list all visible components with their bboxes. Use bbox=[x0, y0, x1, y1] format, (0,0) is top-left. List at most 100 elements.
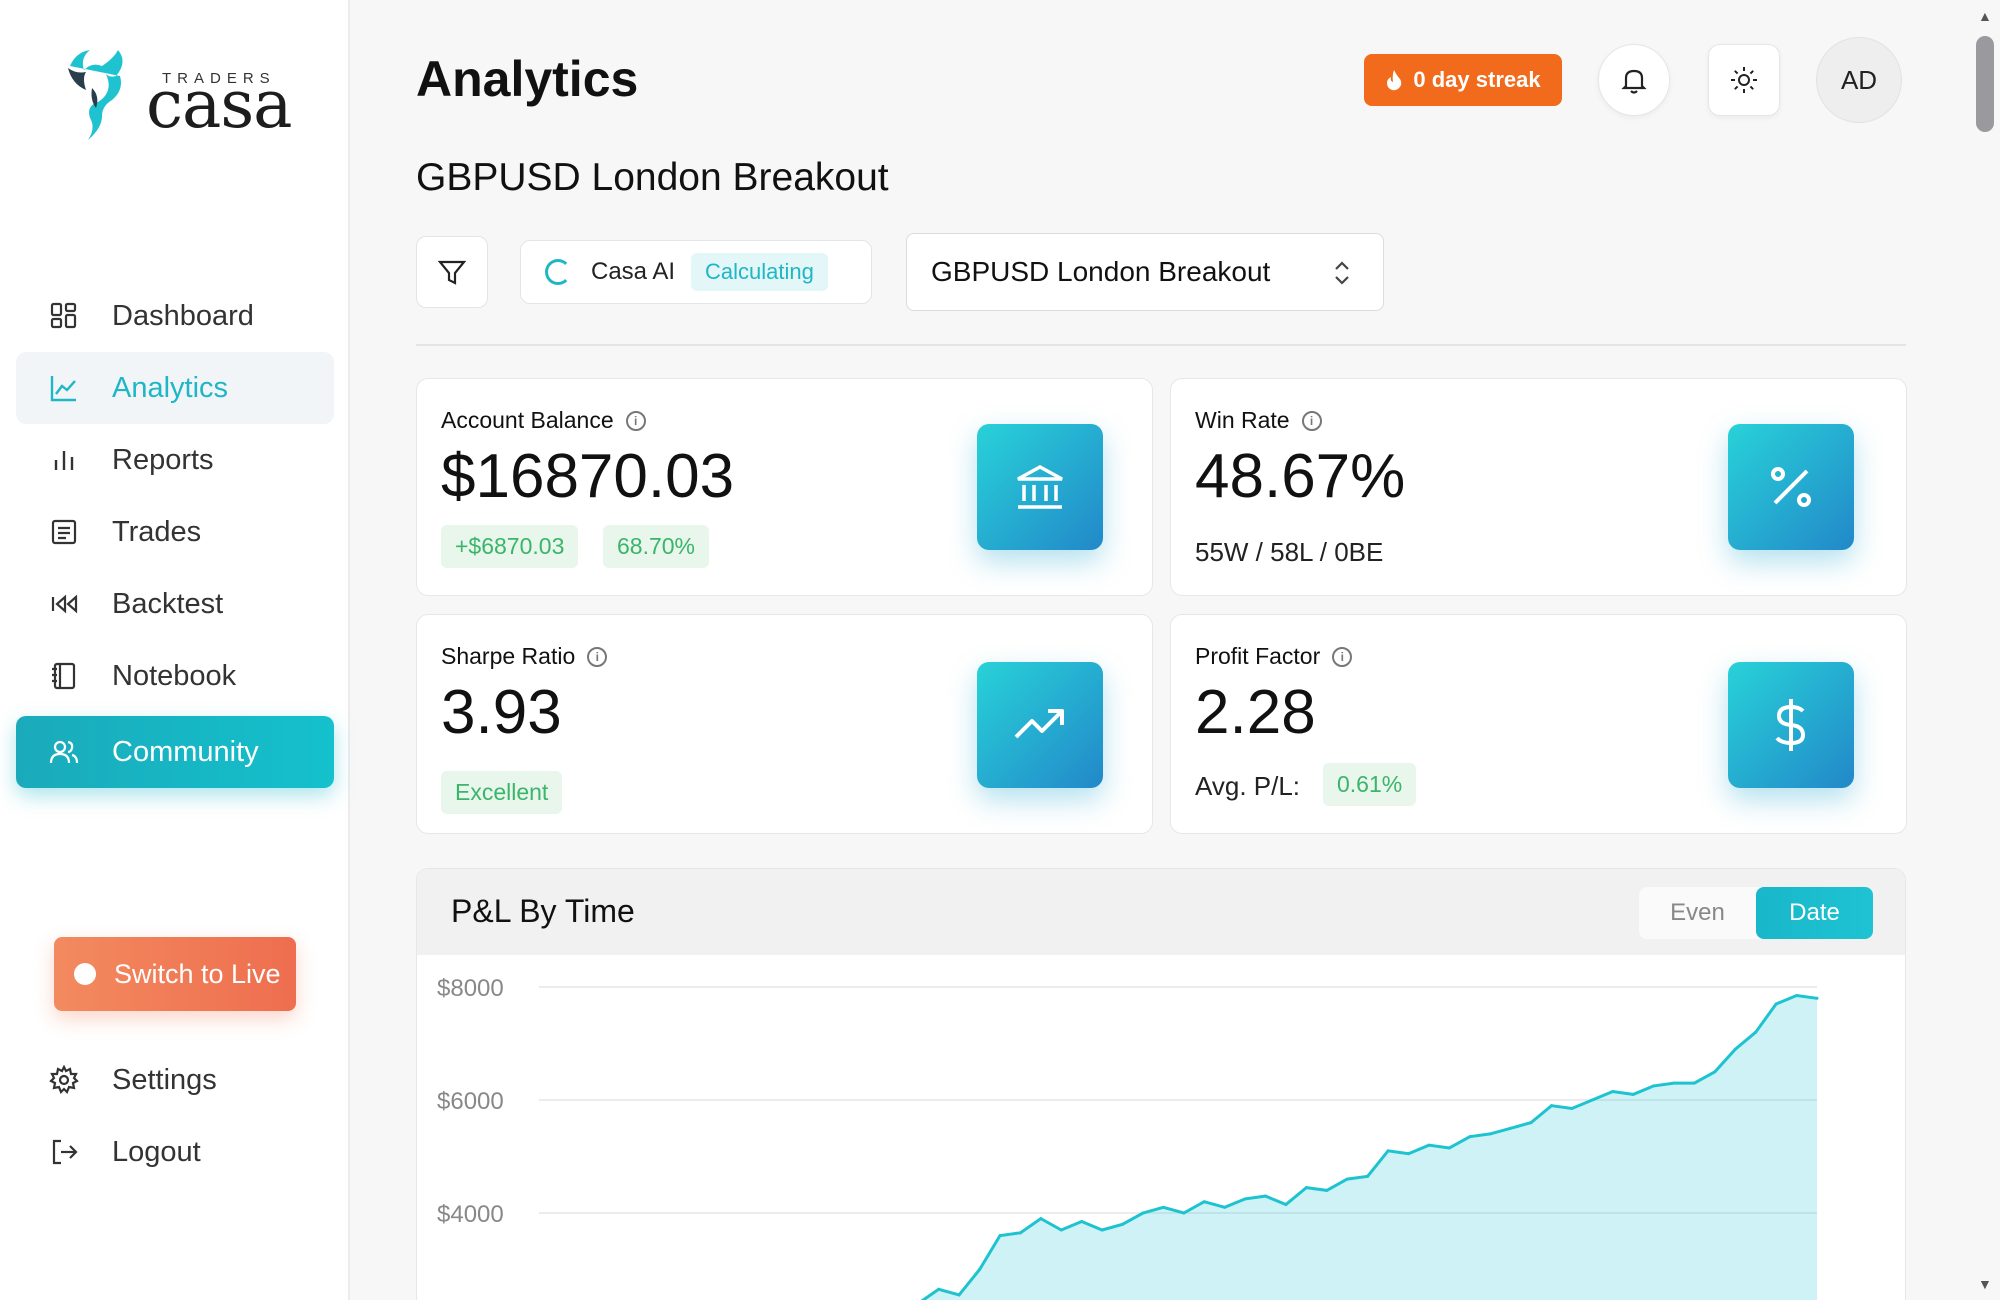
sidebar-item-label: Analytics bbox=[112, 371, 229, 404]
theme-toggle-button[interactable] bbox=[1708, 44, 1780, 116]
notifications-button[interactable] bbox=[1598, 44, 1670, 116]
info-icon[interactable]: i bbox=[625, 410, 646, 431]
pl-data-point bbox=[1509, 1126, 1513, 1130]
dashboard-icon bbox=[46, 298, 82, 334]
sidebar-item-reports[interactable]: Reports bbox=[16, 424, 334, 496]
pl-data-point bbox=[1202, 1200, 1206, 1204]
info-icon[interactable]: i bbox=[1301, 410, 1322, 431]
toggle-even[interactable]: Even bbox=[1670, 899, 1725, 926]
bar-chart-icon bbox=[46, 442, 82, 478]
toggle-date[interactable]: Date bbox=[1756, 887, 1873, 939]
filter-icon bbox=[437, 260, 467, 285]
pl-data-point bbox=[1529, 1121, 1533, 1125]
pl-data-point bbox=[1243, 1197, 1247, 1201]
pl-data-point bbox=[1733, 1047, 1737, 1051]
sidebar-item-settings[interactable]: Settings bbox=[16, 1044, 334, 1116]
strategy-select[interactable]: GBPUSD London Breakout bbox=[906, 233, 1384, 311]
pl-data-point bbox=[1815, 996, 1819, 1000]
account-balance-label: Account Balance bbox=[441, 407, 614, 433]
sidebar-item-label: Settings bbox=[112, 1063, 217, 1096]
rewind-icon bbox=[46, 586, 82, 622]
brand-logo[interactable]: TRADERS casa bbox=[62, 46, 293, 146]
sidebar-item-dashboard[interactable]: Dashboard bbox=[16, 280, 334, 352]
pl-data-point bbox=[1590, 1098, 1594, 1102]
sidebar-item-backtest[interactable]: Backtest bbox=[16, 568, 334, 640]
card-label: Win Rate i bbox=[1195, 407, 1322, 434]
sharpe-ratio-card: Sharpe Ratio i 3.93 Excellent bbox=[416, 614, 1153, 834]
sidebar-bottom-nav: Settings Logout bbox=[16, 1044, 334, 1188]
pl-data-point bbox=[1141, 1211, 1145, 1215]
profit-factor-card: Profit Factor i 2.28 Avg. P/L: 0.61% bbox=[1170, 614, 1907, 834]
brand-top-text: TRADERS bbox=[162, 70, 276, 87]
pl-data-point bbox=[1795, 993, 1799, 997]
users-icon bbox=[46, 734, 82, 770]
win-rate-label: Win Rate bbox=[1195, 407, 1290, 433]
scrollbar[interactable] bbox=[1974, 0, 2000, 1300]
balance-change-badge: +$6870.03 bbox=[441, 525, 579, 568]
bull-logo-icon bbox=[68, 50, 123, 140]
pl-data-point bbox=[1080, 1219, 1084, 1223]
pl-data-point bbox=[1386, 1149, 1390, 1153]
flame-icon bbox=[1387, 70, 1402, 91]
sidebar-item-community[interactable]: Community bbox=[16, 716, 334, 788]
scroll-down-arrow-icon[interactable]: ▼ bbox=[1978, 1276, 1992, 1292]
pl-data-point bbox=[978, 1268, 982, 1271]
pl-data-point bbox=[1039, 1217, 1043, 1221]
pl-data-point bbox=[1488, 1132, 1492, 1136]
pl-data-point bbox=[1304, 1186, 1308, 1190]
pl-data-point bbox=[1366, 1174, 1370, 1178]
loading-spinner-icon bbox=[545, 259, 571, 285]
pl-data-point bbox=[1447, 1146, 1451, 1150]
y-tick-label: $8000 bbox=[437, 975, 504, 1002]
sun-icon bbox=[1731, 67, 1757, 93]
sidebar-item-label: Reports bbox=[112, 443, 214, 476]
percent-icon bbox=[1728, 424, 1854, 550]
win-rate-value: 48.67% bbox=[1195, 442, 1406, 511]
pl-data-point bbox=[1100, 1228, 1104, 1232]
switch-live-label: Switch to Live bbox=[114, 958, 281, 989]
calculating-badge: Calculating bbox=[691, 253, 828, 291]
profit-factor-label: Profit Factor bbox=[1195, 643, 1321, 669]
switch-to-live-button[interactable]: Switch to Live bbox=[54, 937, 296, 1011]
y-tick-label: $4000 bbox=[437, 1201, 504, 1228]
avatar[interactable]: AD bbox=[1816, 37, 1902, 123]
pl-data-point bbox=[1570, 1106, 1574, 1110]
pl-data-point bbox=[998, 1234, 1002, 1238]
info-icon[interactable]: i bbox=[587, 646, 608, 667]
strategy-select-value: GBPUSD London Breakout bbox=[931, 256, 1271, 287]
sidebar-item-notebook[interactable]: Notebook bbox=[16, 640, 334, 712]
sidebar-nav: Dashboard Analytics Reports Trades Backt… bbox=[16, 280, 334, 788]
casa-ai-status[interactable]: Casa AI Calculating bbox=[520, 240, 872, 304]
pl-data-point bbox=[1631, 1092, 1635, 1096]
chart-header: P&L By Time Even Date bbox=[417, 869, 1905, 955]
sidebar-item-logout[interactable]: Logout bbox=[16, 1116, 334, 1188]
pl-data-point bbox=[1774, 1002, 1778, 1006]
sidebar-item-label: Notebook bbox=[112, 659, 237, 692]
sidebar-item-label: Trades bbox=[112, 515, 202, 548]
info-icon[interactable]: i bbox=[1332, 646, 1353, 667]
pl-data-point bbox=[957, 1293, 961, 1297]
pl-data-point bbox=[1059, 1228, 1063, 1232]
sidebar-item-trades[interactable]: Trades bbox=[16, 496, 334, 568]
chevron-up-down-icon bbox=[1335, 261, 1349, 285]
pl-data-point bbox=[1345, 1177, 1349, 1181]
scrollbar-thumb[interactable] bbox=[1976, 36, 1994, 132]
pl-chart: $8000 $6000 $4000 bbox=[437, 975, 1819, 1300]
pl-data-point bbox=[1161, 1205, 1165, 1209]
pl-data-point bbox=[1018, 1231, 1022, 1235]
pl-data-point bbox=[1713, 1070, 1717, 1074]
strategy-title: GBPUSD London Breakout bbox=[416, 156, 889, 199]
sidebar-item-label: Dashboard bbox=[112, 299, 254, 332]
account-balance-value: $16870.03 bbox=[441, 442, 735, 511]
sidebar-item-analytics[interactable]: Analytics bbox=[16, 352, 334, 424]
card-label: Account Balance i bbox=[441, 407, 646, 434]
streak-badge[interactable]: 0 day streak bbox=[1364, 54, 1562, 106]
notebook-icon bbox=[46, 658, 82, 694]
pl-data-point bbox=[1672, 1081, 1676, 1085]
win-loss-record: 55W / 58L / 0BE bbox=[1195, 537, 1384, 567]
balance-percent-badge: 68.70% bbox=[603, 525, 710, 568]
filter-button[interactable] bbox=[416, 236, 488, 308]
scroll-up-arrow-icon[interactable]: ▲ bbox=[1978, 8, 1992, 24]
pl-series-line bbox=[920, 993, 1818, 1300]
pl-data-point bbox=[1611, 1090, 1615, 1094]
